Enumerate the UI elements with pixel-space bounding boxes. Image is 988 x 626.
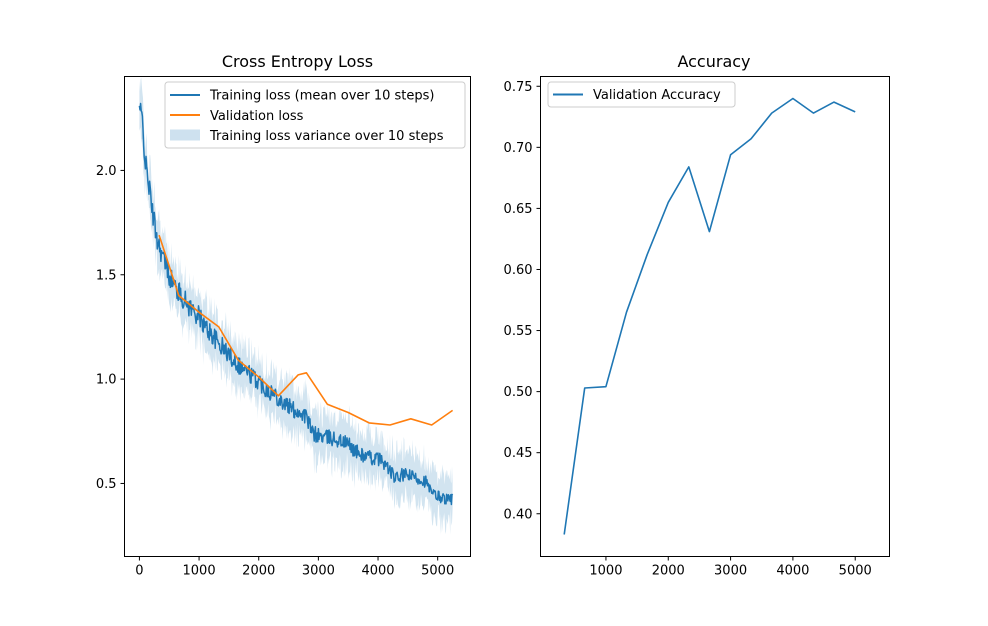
x-tick-label: 1000: [589, 564, 622, 579]
x-tick-label: 4000: [776, 564, 809, 579]
legend-box: [164, 81, 466, 149]
x-tick-label: 0: [135, 564, 143, 579]
y-tick-label: 0.60: [504, 263, 533, 278]
legend: Validation Accuracy: [547, 81, 736, 108]
legend-box: [547, 81, 736, 108]
plot-area: [563, 97, 856, 535]
legend-label-validation-loss: Validation loss: [210, 109, 304, 124]
validation-loss-line: [158, 234, 454, 426]
legend-label-variance: Training loss variance over 10 steps: [209, 129, 444, 144]
y-tick-label: 0.65: [504, 202, 533, 217]
x-tick-label: 2000: [242, 564, 275, 579]
y-tick-label: 0.40: [504, 507, 533, 522]
y-tick-label: 1.5: [96, 268, 117, 283]
legend-label-training-loss: Training loss (mean over 10 steps): [209, 89, 435, 104]
legend: Training loss (mean over 10 steps) Valid…: [164, 81, 466, 149]
x-tick-label: 5000: [421, 564, 454, 579]
y-tick-label: 0.75: [504, 80, 533, 95]
x-tick-label: 3000: [714, 564, 747, 579]
x-tick-label: 5000: [839, 564, 872, 579]
axes-frame: [124, 76, 471, 557]
variance-band: [139, 77, 453, 535]
x-tick-label: 2000: [652, 564, 685, 579]
axis-ticks: 1000 2000 3000 4000 5000 0.40 0.45 0.50 0.55 0.60…: [504, 80, 872, 579]
cross-entropy-loss-chart: Cross Entropy Loss 0 1000 2000 3000 4000 5000…: [96, 52, 471, 579]
legend-swatch-variance: [170, 129, 200, 141]
accuracy-chart: Accuracy 1000 2000 3000 4000 5000 0.40 0.45 0.5…: [504, 52, 890, 579]
y-tick-label: 2.0: [96, 164, 117, 179]
chart-title: Cross Entropy Loss: [222, 52, 373, 71]
legend-label-validation-accuracy: Validation Accuracy: [593, 88, 721, 103]
x-tick-label: 3000: [302, 564, 335, 579]
axes-frame: [540, 76, 890, 557]
y-tick-label: 0.45: [504, 446, 533, 461]
training-loss-line: [138, 102, 454, 506]
plot-area: [138, 77, 454, 535]
y-tick-label: 0.70: [504, 141, 533, 156]
x-tick-label: 4000: [361, 564, 394, 579]
y-tick-label: 0.55: [504, 324, 533, 339]
y-tick-label: 0.50: [504, 385, 533, 400]
axis-ticks: 0 1000 2000 3000 4000 5000 0.5 1.0 1.5 2.0: [96, 164, 454, 579]
y-tick-label: 1.0: [96, 373, 117, 388]
x-tick-label: 1000: [183, 564, 216, 579]
chart-title: Accuracy: [677, 52, 750, 71]
y-tick-label: 0.5: [96, 477, 117, 492]
